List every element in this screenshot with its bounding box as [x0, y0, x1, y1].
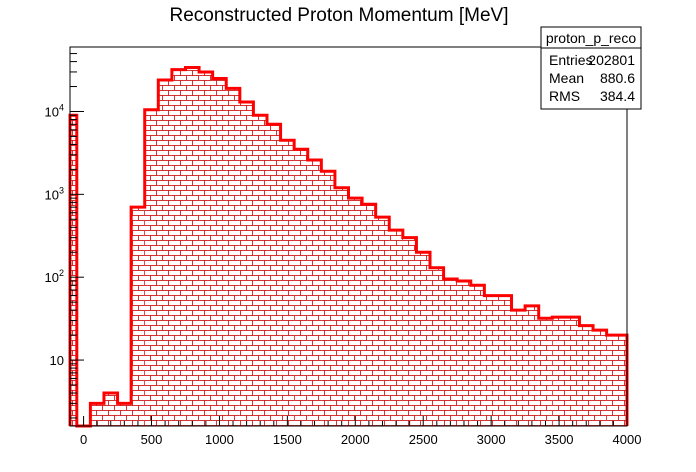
histogram-bin — [103, 393, 118, 426]
stats-mean-value: 880.6 — [600, 70, 635, 86]
histogram-bin — [416, 252, 431, 426]
y-axis: 10 102 103 104 — [45, 46, 84, 419]
histogram-bin — [402, 237, 417, 426]
histogram-bin — [348, 198, 363, 426]
x-tick-label: 3500 — [545, 432, 574, 447]
histogram-bin — [266, 124, 281, 427]
histogram-bin — [362, 204, 376, 426]
y-tick-label: 104 — [45, 102, 64, 119]
chart-title: Reconstructed Proton Momentum [MeV] — [170, 5, 509, 26]
histogram-bin — [90, 403, 104, 426]
x-tick-label: 0 — [80, 432, 87, 447]
x-tick-label: 1000 — [205, 432, 234, 447]
stats-entries-value: 202801 — [588, 52, 635, 68]
histogram-bars — [70, 67, 627, 427]
y-tick-label: 10 — [50, 353, 64, 368]
histogram-bin — [430, 267, 444, 426]
histogram-bin — [375, 217, 390, 426]
x-axis: 0 500 1000 1500 2000 2500 3000 3500 4000 — [69, 416, 642, 447]
stats-mean-label: Mean — [549, 70, 584, 86]
histogram-bin — [334, 187, 349, 426]
histogram-bin — [131, 207, 145, 426]
stats-box: proton_p_reco Entries 202801 Mean 880.6 … — [540, 26, 642, 110]
histogram-bin — [70, 115, 77, 427]
histogram-bin — [253, 115, 267, 427]
histogram-bin — [212, 78, 227, 426]
histogram-bin — [579, 325, 594, 426]
histogram-outline — [68, 65, 629, 428]
histogram-bin — [171, 69, 186, 426]
histogram-bin — [538, 318, 553, 426]
histogram-bin — [593, 330, 607, 426]
histogram-bin — [280, 140, 295, 427]
x-tick-label: 4000 — [613, 432, 642, 447]
stats-box-title: proton_p_reco — [546, 30, 637, 46]
stats-rms-label: RMS — [549, 88, 580, 104]
histogram-bin — [565, 317, 580, 426]
histogram-bin — [144, 109, 159, 427]
histogram-bin — [239, 102, 254, 427]
y-tick-label: 103 — [45, 185, 64, 202]
x-tick-label: 3000 — [477, 432, 506, 447]
x-tick-label: 1500 — [273, 432, 302, 447]
stats-rms-value: 384.4 — [600, 88, 635, 104]
histogram-bin — [525, 305, 539, 426]
histogram-bin — [185, 67, 200, 427]
histogram-bin — [606, 335, 627, 426]
histogram-bin — [117, 403, 132, 426]
y-tick-label: 102 — [45, 268, 64, 285]
histogram-bin — [484, 295, 498, 426]
histogram-bin — [457, 280, 471, 426]
histogram-bin — [511, 310, 526, 426]
x-tick-label: 500 — [141, 432, 163, 447]
x-tick-label: 2000 — [341, 432, 370, 447]
stats-entries-label: Entries — [549, 52, 593, 68]
histogram-bin — [470, 285, 485, 426]
histogram-bin — [226, 88, 240, 426]
histogram-bin — [552, 317, 566, 426]
histogram-bin — [389, 230, 403, 426]
histogram-bin — [443, 279, 458, 426]
histogram-bin — [307, 159, 322, 426]
histogram-bin — [199, 71, 213, 427]
histogram-bin — [497, 295, 512, 426]
plot-frame — [69, 46, 628, 427]
histogram-bin — [294, 149, 308, 426]
histogram-bin — [321, 171, 335, 426]
histogram-bin — [158, 79, 172, 427]
x-tick-label: 2500 — [409, 432, 438, 447]
